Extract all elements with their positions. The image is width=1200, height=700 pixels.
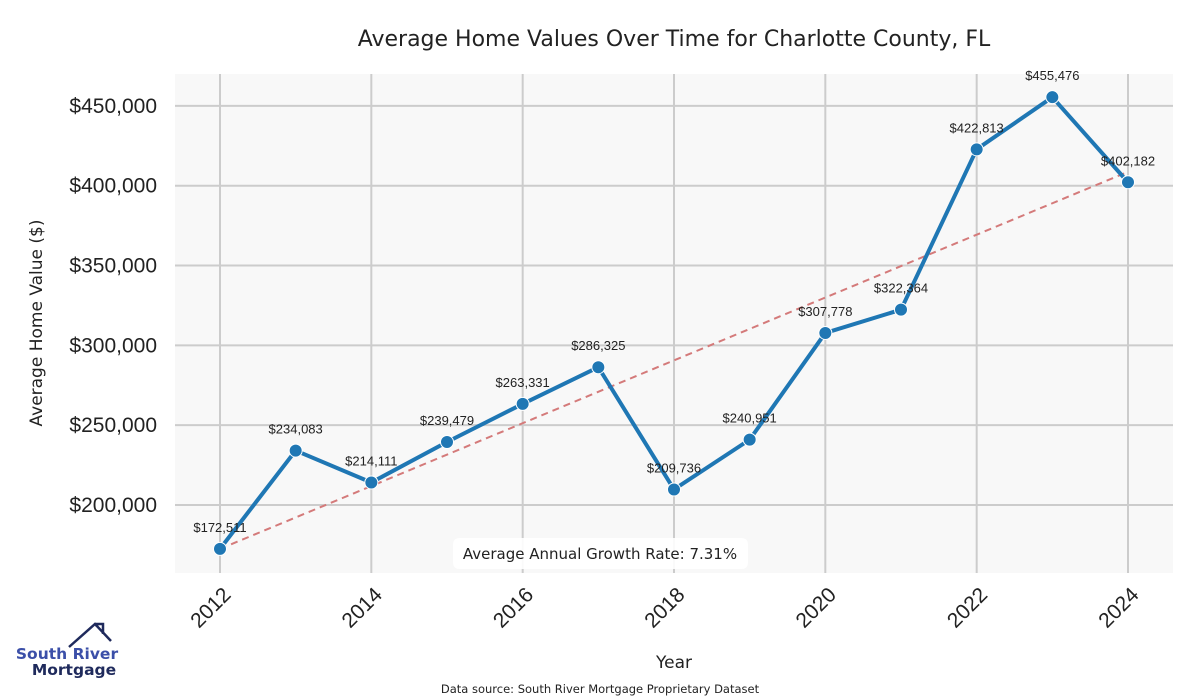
x-tick-label: 2024	[1094, 583, 1144, 633]
y-tick-label: $450,000	[69, 95, 157, 118]
data-point	[1121, 175, 1135, 190]
y-tick-label: $250,000	[69, 414, 157, 437]
data-point	[591, 360, 606, 375]
data-label: $172,511	[193, 520, 246, 535]
x-tick-label: 2016	[489, 583, 538, 632]
logo: South River Mortgage	[16, 622, 119, 679]
data-point	[894, 302, 908, 317]
growth-annotation-box	[453, 538, 748, 569]
x-tick-label: 2018	[640, 583, 689, 632]
data-point	[1045, 90, 1060, 105]
y-tick-label: $300,000	[69, 334, 157, 357]
data-point	[969, 142, 984, 157]
data-point	[440, 434, 454, 449]
x-tick-label: 2022	[943, 583, 992, 632]
x-tick-label: 2014	[338, 583, 388, 633]
y-axis-label: Average Home Value ($)	[27, 220, 47, 427]
data-point	[515, 396, 530, 411]
data-point	[364, 475, 379, 490]
y-tick-label: $350,000	[69, 255, 157, 278]
chart-title: Average Home Values Over Time for Charlo…	[358, 27, 991, 52]
growth-annotation: Average Annual Growth Rate: 7.31%	[453, 538, 748, 569]
logo-line-1: South River	[16, 645, 119, 663]
data-label: $307,778	[798, 304, 852, 319]
data-label: $286,325	[571, 338, 625, 353]
data-points	[213, 90, 1135, 556]
data-point	[667, 482, 681, 497]
x-tick-label: 2020	[792, 583, 841, 632]
data-point	[818, 325, 833, 340]
data-labels: $172,511 $234,083 $214,111 $239,479 $263,331…	[193, 68, 1155, 535]
data-label: $240,951	[723, 411, 777, 426]
y-tick-label: $400,000	[69, 175, 157, 198]
y-tick-label: $200,000	[69, 494, 157, 517]
data-label: $422,813	[950, 120, 1004, 135]
trend-line	[219, 170, 1129, 550]
x-tick-label: 2012	[186, 583, 235, 632]
growth-annotation-text: Average Annual Growth Rate: 7.31%	[463, 545, 737, 563]
x-axis-label: Year	[655, 653, 692, 673]
data-label: $322,364	[874, 281, 928, 296]
data-point	[288, 443, 303, 458]
data-label: $455,476	[1025, 68, 1079, 83]
data-label: $239,479	[420, 413, 474, 428]
data-label: $402,182	[1101, 153, 1155, 168]
house-roof-icon	[68, 622, 112, 648]
x-axis-ticks: 2012 2014 2016 2018 2020 2022 2024	[186, 583, 1144, 633]
data-label: $234,083	[269, 422, 323, 437]
data-label: $263,331	[496, 375, 550, 390]
data-label: $209,736	[647, 460, 701, 475]
data-label: $214,111	[345, 453, 397, 468]
data-point	[213, 541, 227, 556]
y-axis-ticks: $200,000 $250,000 $300,000 $350,000 $400,000…	[69, 95, 157, 517]
data-point	[742, 432, 757, 447]
data-source: Data source: South River Mortgage Propri…	[441, 682, 760, 696]
logo-line-2: Mortgage	[32, 661, 116, 679]
